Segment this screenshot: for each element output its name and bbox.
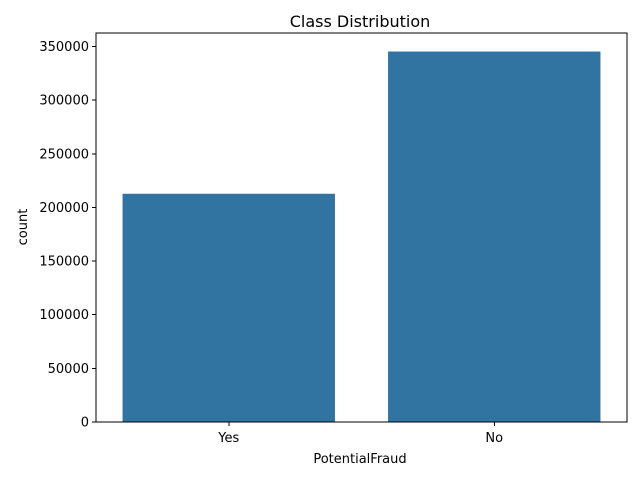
y-tick-label: 100000	[39, 308, 89, 323]
bars-group	[122, 51, 601, 423]
plot-frame	[95, 32, 628, 423]
bar-no	[388, 51, 601, 423]
x-axis-ticks: Yes No	[217, 422, 503, 446]
y-tick-label: 250000	[39, 147, 89, 162]
chart-title: Class Distribution	[290, 12, 431, 31]
y-tick-label: 200000	[39, 201, 89, 216]
x-tick-label: Yes	[217, 431, 239, 446]
y-tick-label: 150000	[39, 255, 89, 270]
y-tick-label: 50000	[48, 362, 89, 377]
y-axis-label: count	[16, 209, 31, 246]
bar-yes	[122, 193, 335, 422]
y-tick-label: 350000	[39, 40, 89, 55]
x-tick-label: No	[485, 431, 503, 446]
y-tick-label: 300000	[39, 94, 89, 109]
y-axis-ticks: 0 50000 100000 150000 200000 250000 300000 3500…	[39, 40, 96, 431]
x-axis-label: PotentialFraud	[313, 452, 406, 467]
y-tick-label: 0	[81, 416, 89, 431]
